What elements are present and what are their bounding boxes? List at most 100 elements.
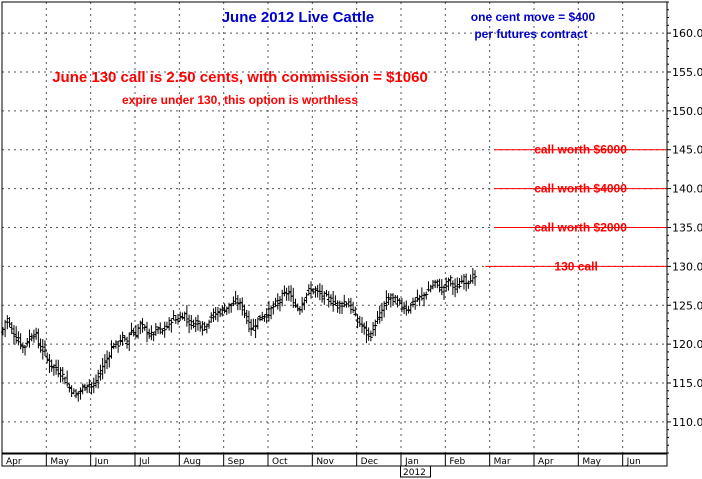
ohlc-bar xyxy=(368,330,373,342)
ohlc-bar xyxy=(430,280,435,290)
ohlc-bar xyxy=(304,292,309,304)
ohlc-bar xyxy=(448,275,453,287)
contract-note-line-2: per futures contract xyxy=(474,27,587,41)
ohlc-bar xyxy=(111,342,116,350)
ohlc-bar xyxy=(313,286,318,298)
ohlc-bar xyxy=(200,321,205,336)
ohlc-bar xyxy=(466,280,471,289)
ohlc-bar xyxy=(156,326,161,334)
ohlc-bar xyxy=(399,297,404,313)
ohlc-bar xyxy=(249,319,254,336)
ohlc-bar xyxy=(397,298,402,305)
y-tick-label: 150.0 xyxy=(672,105,702,118)
ohlc-bar xyxy=(437,278,442,293)
ohlc-bar xyxy=(293,298,298,308)
x-tick-label: May xyxy=(582,457,601,467)
ohlc-bar xyxy=(193,317,198,332)
ohlc-bar xyxy=(377,305,382,324)
ohlc-bar xyxy=(91,377,96,394)
ohlc-bar xyxy=(419,287,424,301)
ohlc-bar xyxy=(80,383,85,395)
ohlc-bar xyxy=(224,306,229,315)
ohlc-bar xyxy=(102,354,107,374)
ohlc-bar xyxy=(7,317,12,328)
ohlc-bar xyxy=(240,297,245,316)
ohlc-bar xyxy=(25,337,30,347)
ohlc-bar xyxy=(235,295,240,311)
ohlc-bar xyxy=(233,290,238,305)
ohlc-bar xyxy=(351,301,356,313)
ohlc-bar xyxy=(67,383,72,393)
y-tick-label: 110.0 xyxy=(672,416,702,429)
ohlc-bar xyxy=(251,318,256,331)
ohlc-bar xyxy=(388,293,393,308)
ohlc-bar xyxy=(160,328,165,335)
ohlc-bar xyxy=(195,314,200,331)
y-axis: 110.0 115.0 120.0 125.0 130.0 135.0 140.0 145.0… xyxy=(667,1,702,454)
x-axis: Apr May Jun Jul Aug Sep Oct Nov Dec Jan Feb Mar Apr M… xyxy=(1,453,668,478)
ohlc-bar xyxy=(317,283,322,301)
ohlc-bar xyxy=(386,293,391,306)
ohlc-bar xyxy=(58,367,63,383)
ohlc-bar xyxy=(470,268,475,284)
ohlc-bar xyxy=(45,352,50,364)
ohlc-bar xyxy=(444,277,449,292)
ohlc-bar xyxy=(76,391,81,402)
ohlc-bar xyxy=(5,315,10,330)
ohlc-bar xyxy=(415,289,420,303)
ohlc-bar xyxy=(11,325,16,345)
ohlc-bars xyxy=(0,268,478,402)
ohlc-bar xyxy=(23,344,28,356)
ohlc-bar xyxy=(178,311,183,321)
x-tick-label: Apr xyxy=(538,457,554,467)
ohlc-bar xyxy=(14,326,19,344)
ohlc-bar xyxy=(406,305,411,314)
ohlc-bar xyxy=(264,308,269,324)
ohlc-bar xyxy=(246,310,251,333)
ohlc-bar xyxy=(187,314,192,334)
ohlc-bar xyxy=(85,384,90,394)
ohlc-bar xyxy=(348,297,353,314)
ohlc-bar xyxy=(457,277,462,289)
ohlc-bar xyxy=(275,293,280,310)
x-tick-label: Jun xyxy=(94,457,109,467)
ohlc-bar xyxy=(255,317,260,330)
ohlc-bar xyxy=(262,314,267,322)
ohlc-bar xyxy=(446,277,451,291)
ohlc-bar xyxy=(450,280,455,295)
ohlc-bar xyxy=(366,327,371,341)
reference-line-label: call worth $2000 xyxy=(534,221,627,235)
ohlc-bar xyxy=(204,323,209,334)
ohlc-bar xyxy=(65,370,70,387)
ohlc-bar xyxy=(260,311,265,321)
ohlc-bar xyxy=(309,281,314,299)
ohlc-bar xyxy=(38,338,43,353)
x-tick-label: Jan xyxy=(404,457,419,467)
ohlc-bar xyxy=(302,298,307,311)
ohlc-bar xyxy=(453,278,458,298)
option-expiry-note: expire under 130, this option is worthle… xyxy=(122,93,358,107)
ohlc-bar xyxy=(282,285,287,297)
ohlc-bar xyxy=(82,383,87,392)
ohlc-bar xyxy=(346,298,351,308)
ohlc-bar xyxy=(31,329,36,343)
ohlc-bar xyxy=(151,331,156,342)
ohlc-bar xyxy=(198,321,203,332)
ohlc-bar xyxy=(328,294,333,306)
ohlc-bar xyxy=(27,329,32,348)
ohlc-bar xyxy=(120,331,125,346)
ohlc-bar xyxy=(413,297,418,310)
ohlc-bar xyxy=(391,293,396,306)
ohlc-bar xyxy=(9,322,14,334)
ohlc-bar xyxy=(36,328,41,349)
ohlc-bar xyxy=(258,314,263,322)
ohlc-bar xyxy=(337,300,342,314)
x-tick-label: Sep xyxy=(228,457,245,467)
ohlc-bar xyxy=(231,296,236,307)
ohlc-bar xyxy=(364,321,369,344)
ohlc-bar xyxy=(359,316,364,334)
ohlc-bar xyxy=(158,322,163,335)
ohlc-bar xyxy=(202,321,207,331)
